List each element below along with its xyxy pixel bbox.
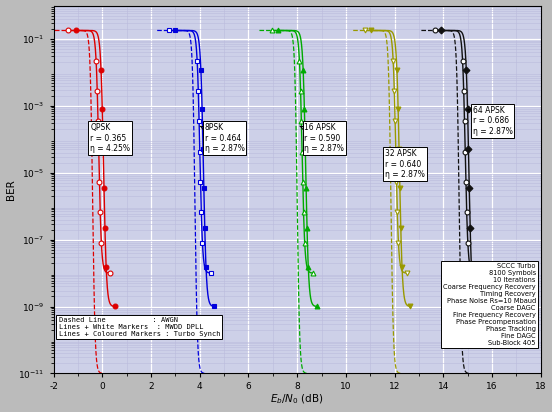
Y-axis label: BER: BER: [6, 179, 15, 200]
Text: 32 APSK
r = 0.640
η = 2.87%: 32 APSK r = 0.640 η = 2.87%: [385, 150, 424, 179]
Text: SCCC Turbo
8100 Symbols
10 Iterations
Coarse Frequency Recovery
Timing Recovery
: SCCC Turbo 8100 Symbols 10 Iterations Co…: [443, 263, 536, 346]
Text: QPSK
r = 0.365
η = 4.25%: QPSK r = 0.365 η = 4.25%: [90, 123, 130, 153]
Text: 8PSK
r = 0.464
η = 2.87%: 8PSK r = 0.464 η = 2.87%: [200, 123, 245, 153]
Text: Dashed Line           : AWGN
Lines + White Markers  : MWDD DPLL
Lines + Coloured: Dashed Line : AWGN Lines + White Markers…: [59, 316, 220, 337]
Text: 64 APSK
r = 0.686
η = 2.87%: 64 APSK r = 0.686 η = 2.87%: [468, 106, 512, 136]
Text: 16 APSK
r = 0.590
η = 2.87%: 16 APSK r = 0.590 η = 2.87%: [300, 123, 344, 153]
X-axis label: $E_b/N_0$ (dB): $E_b/N_0$ (dB): [270, 393, 324, 407]
